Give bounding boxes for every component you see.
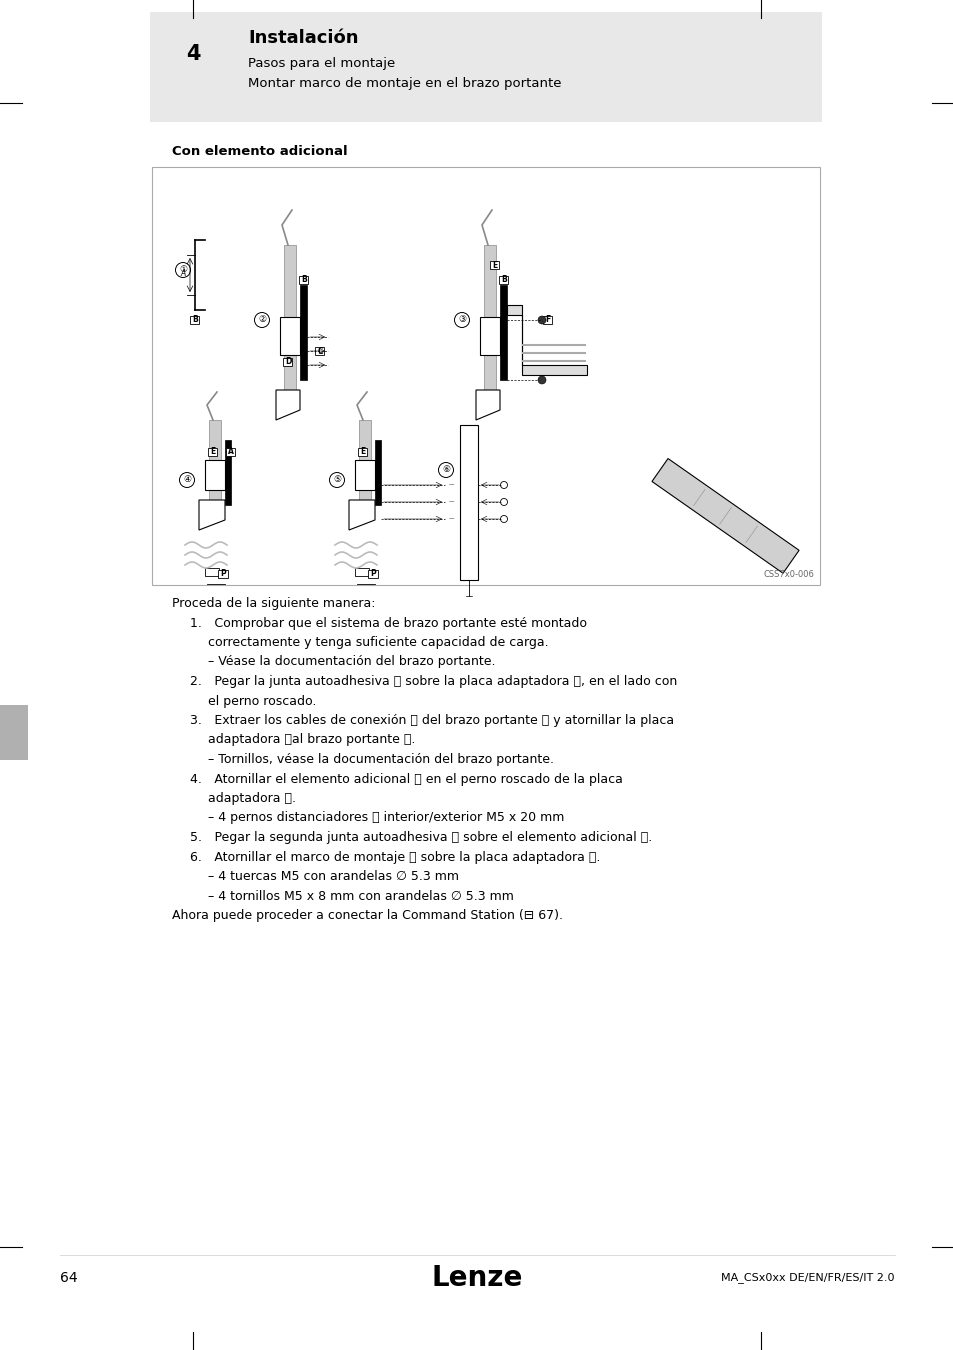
Text: – Tornillos, véase la documentación del brazo portante.: – Tornillos, véase la documentación del … xyxy=(208,753,554,765)
Text: Con elemento adicional: Con elemento adicional xyxy=(172,144,347,158)
Text: – 4 tornillos M5 x 8 mm con arandelas ∅ 5.3 mm: – 4 tornillos M5 x 8 mm con arandelas ∅ … xyxy=(208,890,514,903)
Polygon shape xyxy=(275,390,299,420)
Bar xyxy=(205,568,219,576)
Bar xyxy=(459,425,477,580)
Bar xyxy=(375,440,380,505)
Polygon shape xyxy=(199,500,225,531)
Bar xyxy=(150,12,821,122)
Bar xyxy=(358,448,367,456)
Circle shape xyxy=(500,482,507,489)
Bar xyxy=(226,448,235,456)
Text: Ahora puede proceder a conectar la Command Station (⊟ 67).: Ahora puede proceder a conectar la Comma… xyxy=(172,909,562,922)
Text: 64: 64 xyxy=(60,1270,77,1285)
Text: Lenze: Lenze xyxy=(431,1264,522,1292)
Bar xyxy=(368,570,377,578)
Bar xyxy=(280,317,299,355)
Text: 4: 4 xyxy=(186,45,200,63)
Bar xyxy=(490,261,499,269)
Circle shape xyxy=(500,498,507,505)
Text: – Véase la documentación del brazo portante.: – Véase la documentación del brazo porta… xyxy=(208,656,495,668)
Bar xyxy=(479,317,499,355)
Bar xyxy=(205,460,225,490)
Text: adaptadora Ⓑal brazo portante Ⓓ.: adaptadora Ⓑal brazo portante Ⓓ. xyxy=(208,733,415,747)
Text: Instalación: Instalación xyxy=(248,28,358,47)
Bar xyxy=(191,316,199,324)
Bar xyxy=(283,358,293,366)
Text: 6. Atornillar el marco de montaje Ⓖ sobre la placa adaptadora Ⓔ.: 6. Atornillar el marco de montaje Ⓖ sobr… xyxy=(190,850,599,864)
Bar xyxy=(355,568,369,576)
Text: – 4 pernos distanciadores Ⓕ interior/exterior M5 x 20 mm: – 4 pernos distanciadores Ⓕ interior/ext… xyxy=(208,811,564,825)
Text: E: E xyxy=(360,447,365,456)
Text: ③: ③ xyxy=(457,316,466,324)
Text: 1. Comprobar que el sistema de brazo portante esté montado: 1. Comprobar que el sistema de brazo por… xyxy=(190,617,586,629)
Bar xyxy=(499,275,508,284)
Text: el perno roscado.: el perno roscado. xyxy=(208,694,316,707)
Text: F: F xyxy=(545,316,550,324)
Circle shape xyxy=(537,377,545,383)
Text: B: B xyxy=(500,275,506,285)
Text: correctamente y tenga suficiente capacidad de carga.: correctamente y tenga suficiente capacid… xyxy=(208,636,548,649)
Bar xyxy=(218,570,228,578)
Bar xyxy=(358,420,371,500)
Text: 3. Extraer los cables de conexión Ⓒ del brazo portante Ⓓ y atornillar la placa: 3. Extraer los cables de conexión Ⓒ del … xyxy=(190,714,674,728)
Polygon shape xyxy=(476,390,499,420)
Bar xyxy=(209,420,221,500)
Circle shape xyxy=(500,516,507,522)
Text: adaptadora Ⓑ.: adaptadora Ⓑ. xyxy=(208,792,295,805)
Text: ④: ④ xyxy=(183,475,191,485)
Bar xyxy=(0,705,28,760)
Text: B: B xyxy=(301,275,307,285)
Bar xyxy=(315,347,324,355)
Text: 5. Pegar la segunda junta autoadhesiva Ⓐ sobre el elemento adicional Ⓔ.: 5. Pegar la segunda junta autoadhesiva Ⓐ… xyxy=(190,832,652,844)
Text: E: E xyxy=(211,447,215,456)
Bar xyxy=(284,244,295,390)
Text: C: C xyxy=(316,347,322,355)
Text: – 4 tuercas M5 con arandelas ∅ 5.3 mm: – 4 tuercas M5 con arandelas ∅ 5.3 mm xyxy=(208,869,458,883)
Bar xyxy=(483,244,496,390)
Polygon shape xyxy=(506,305,586,375)
Text: —: — xyxy=(448,517,454,521)
Text: A: A xyxy=(180,270,186,278)
Text: ⑥: ⑥ xyxy=(441,466,450,474)
Text: CSS7x0-006: CSS7x0-006 xyxy=(762,570,813,579)
Text: MA_CSx0xx DE/EN/FR/ES/IT 2.0: MA_CSx0xx DE/EN/FR/ES/IT 2.0 xyxy=(720,1273,894,1284)
Text: P: P xyxy=(220,570,226,579)
Bar xyxy=(499,285,506,379)
Text: —: — xyxy=(448,500,454,505)
Text: ②: ② xyxy=(257,316,266,324)
Bar xyxy=(209,448,217,456)
Bar xyxy=(225,440,231,505)
Text: Proceda de la siguiente manera:: Proceda de la siguiente manera: xyxy=(172,597,375,610)
Text: B: B xyxy=(192,316,197,324)
Polygon shape xyxy=(349,500,375,531)
Text: D: D xyxy=(285,358,291,366)
Text: —: — xyxy=(448,482,454,487)
Bar xyxy=(355,460,375,490)
Bar xyxy=(152,167,820,585)
Bar xyxy=(543,316,552,324)
Text: Montar marco de montaje en el brazo portante: Montar marco de montaje en el brazo port… xyxy=(248,77,561,90)
Text: 4. Atornillar el elemento adicional Ⓔ en el perno roscado de la placa: 4. Atornillar el elemento adicional Ⓔ en… xyxy=(190,772,622,786)
Polygon shape xyxy=(651,459,799,574)
Text: 2. Pegar la junta autoadhesiva Ⓐ sobre la placa adaptadora Ⓑ, en el lado con: 2. Pegar la junta autoadhesiva Ⓐ sobre l… xyxy=(190,675,677,688)
Text: E: E xyxy=(492,261,497,270)
Bar xyxy=(299,275,308,284)
Text: Pasos para el montaje: Pasos para el montaje xyxy=(248,58,395,70)
Circle shape xyxy=(537,316,545,324)
Bar xyxy=(299,285,307,379)
Text: P: P xyxy=(370,570,375,579)
Text: A: A xyxy=(228,447,233,456)
Text: ①: ① xyxy=(179,266,187,274)
Text: ⑤: ⑤ xyxy=(333,475,341,485)
